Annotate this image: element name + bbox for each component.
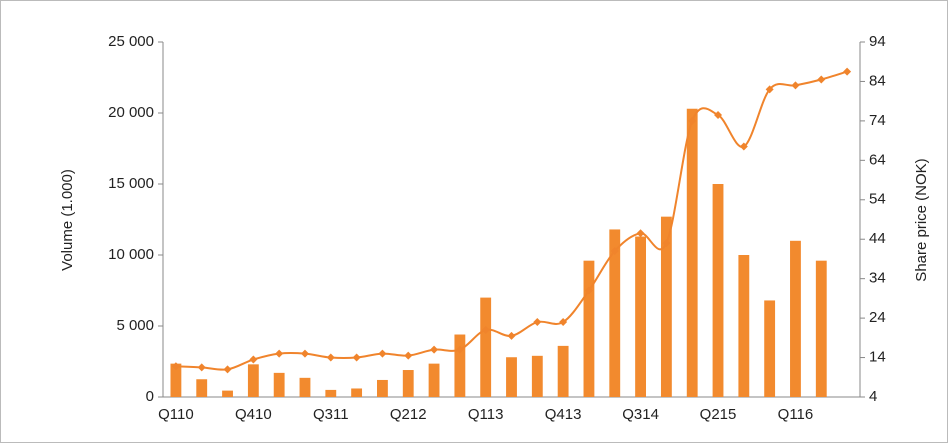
bar [351, 388, 363, 397]
price-marker [300, 349, 309, 358]
price-marker [843, 67, 852, 76]
bar [712, 184, 724, 397]
y-tick-label: 10 000 [108, 246, 154, 263]
bar [815, 260, 827, 397]
y2-tick-label: 4 [869, 388, 877, 405]
bar [377, 379, 388, 397]
y2-tick-label: 34 [869, 270, 886, 287]
bar [583, 260, 595, 397]
x-tick-label: Q215 [700, 406, 737, 423]
price-marker [533, 318, 542, 327]
price-line [175, 70, 848, 371]
bar [222, 390, 233, 397]
bar [428, 363, 440, 397]
price-marker [559, 318, 568, 327]
y2-axis-label: Share price (NOK) [913, 158, 930, 281]
y-tick-label: 20 000 [108, 104, 154, 121]
y2-tick-label: 94 [869, 33, 886, 50]
bar [454, 334, 466, 397]
x-tick-label: Q410 [235, 406, 272, 423]
price-marker [584, 286, 593, 295]
bar [686, 108, 698, 398]
x-tick-label: Q113 [468, 406, 504, 423]
price-marker [610, 247, 619, 256]
price-marker [197, 363, 206, 372]
bar [247, 364, 259, 397]
bar [531, 355, 543, 397]
x-tick-label: Q413 [545, 406, 582, 423]
y-tick-label: 5 000 [116, 317, 154, 334]
price-marker [455, 345, 464, 354]
bar [506, 357, 517, 397]
price-marker [688, 116, 697, 125]
bar [273, 372, 285, 397]
y-axis-label: Volume (1.000) [59, 169, 76, 271]
y2-tick-label: 74 [869, 112, 886, 129]
bar [402, 370, 414, 397]
bar [609, 229, 621, 397]
bar [196, 379, 208, 397]
price-marker [352, 353, 361, 362]
y2-tick-label: 14 [869, 349, 886, 366]
price-marker [378, 349, 387, 358]
x-tick-label: Q110 [158, 406, 194, 423]
price-marker [714, 110, 723, 119]
bar [325, 389, 337, 397]
price-marker [636, 229, 645, 238]
price-marker [739, 142, 748, 151]
price-marker [249, 355, 258, 364]
bar [635, 236, 646, 397]
price-marker [430, 345, 439, 354]
y-tick-label: 0 [146, 388, 154, 405]
price-marker [223, 365, 232, 374]
price-marker [326, 353, 335, 362]
x-tick-label: Q314 [622, 406, 659, 423]
y2-tick-label: 84 [869, 72, 886, 89]
bar [557, 345, 569, 397]
price-marker [507, 331, 516, 340]
price-marker [817, 75, 826, 84]
y2-tick-label: 24 [869, 309, 886, 326]
price-marker [791, 81, 800, 90]
bar [299, 377, 311, 397]
bar [480, 297, 492, 397]
bar [790, 240, 801, 397]
price-marker [765, 85, 774, 94]
bar [660, 216, 672, 397]
price-marker [275, 349, 284, 358]
y-tick-label: 25 000 [108, 33, 154, 50]
price-marker [171, 362, 180, 371]
x-tick-label: Q311 [313, 406, 349, 423]
y-tick-label: 15 000 [108, 175, 154, 192]
price-marker [404, 351, 413, 360]
bar [170, 363, 182, 397]
bar [764, 300, 776, 397]
x-tick-label: Q116 [778, 406, 814, 423]
y2-tick-label: 54 [869, 191, 886, 208]
bar [738, 255, 750, 397]
y2-tick-label: 44 [869, 230, 886, 247]
price-marker [662, 239, 671, 248]
price-marker [481, 325, 490, 334]
x-tick-label: Q212 [390, 406, 427, 423]
y2-tick-label: 64 [869, 151, 886, 168]
